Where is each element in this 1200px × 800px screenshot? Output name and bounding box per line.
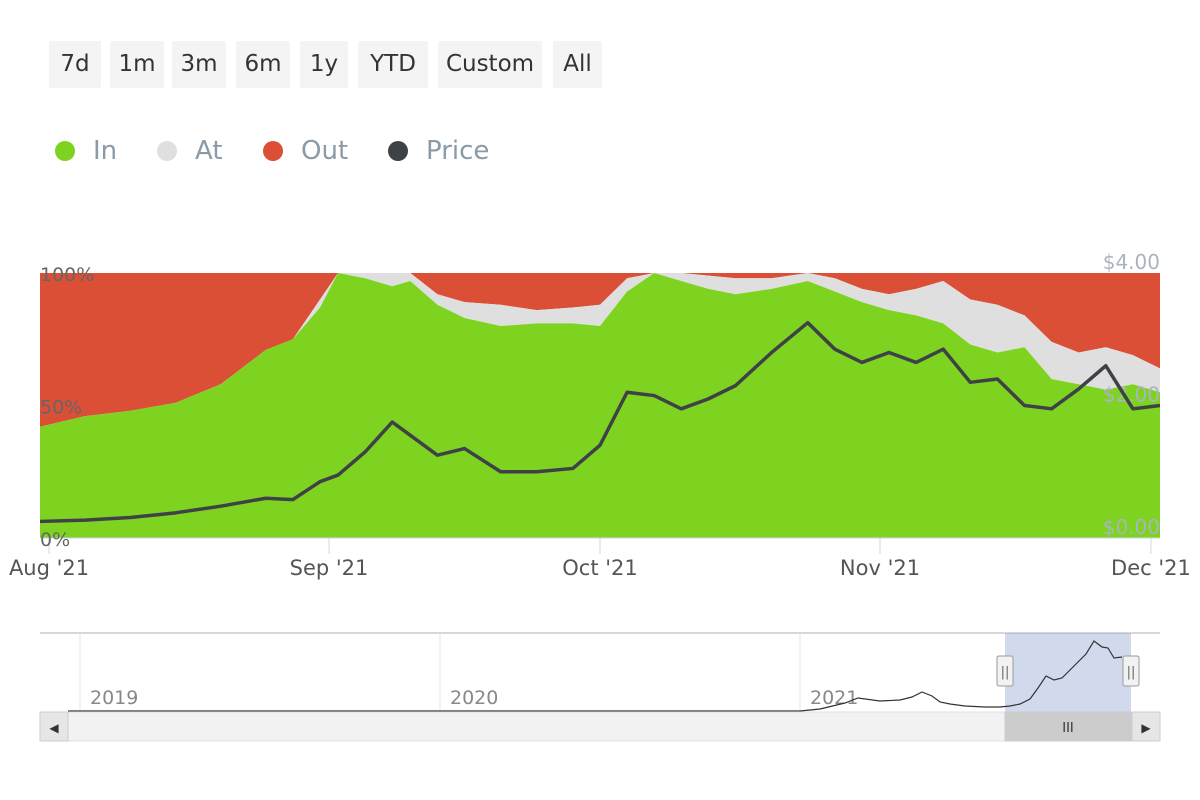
legend-swatch — [388, 141, 408, 161]
legend-label: In — [93, 136, 118, 166]
y-axis-left: 0% 50% 100% — [40, 264, 94, 551]
x-tick-label: Dec '21 — [1111, 556, 1191, 580]
y-left-tick-label: 100% — [40, 264, 94, 286]
x-axis: Aug '21 Sep '21 Oct '21 Nov '21 Dec '21 — [9, 538, 1191, 580]
arrow-right-icon: ▶ — [1141, 721, 1151, 735]
scrollbar-grip: III — [1062, 721, 1074, 736]
navigator-year-label: 2019 — [90, 687, 138, 709]
y-left-tick-label: 0% — [40, 529, 70, 551]
legend-item-out[interactable]: Out — [263, 130, 348, 172]
legend-label: Out — [301, 136, 349, 166]
legend-swatch — [55, 141, 75, 161]
scrollbar-thumb[interactable]: III — [1004, 711, 1132, 742]
x-tick-label: Sep '21 — [290, 556, 369, 580]
range-button-all[interactable]: All — [553, 41, 602, 88]
navigator-handle-grip: || — [1001, 665, 1010, 680]
legend-swatch — [263, 141, 283, 161]
legend-item-at[interactable]: At — [157, 130, 223, 172]
navigator-handle-left[interactable]: || — [996, 655, 1014, 687]
range-button-7d[interactable]: 7d — [49, 41, 101, 88]
y-right-tick-label: $4.00 — [1103, 250, 1160, 274]
price-line — [39, 320, 1161, 524]
range-button-1y[interactable]: 1y — [300, 41, 348, 88]
price-line-group — [39, 320, 1161, 524]
legend-label: At — [195, 136, 223, 166]
arrow-left-icon: ◀ — [49, 721, 59, 735]
scroll-left-button[interactable]: ◀ — [39, 711, 69, 742]
range-button-custom[interactable]: Custom — [438, 41, 542, 88]
navigator-year-label: 2021 — [810, 687, 858, 709]
range-button-3m[interactable]: 3m — [172, 41, 226, 88]
legend-item-price[interactable]: Price — [388, 130, 489, 172]
y-right-tick-label: $0.00 — [1103, 515, 1160, 539]
y-left-tick-label: 50% — [40, 397, 82, 419]
x-tick-label: Oct '21 — [562, 556, 637, 580]
scroll-right-button[interactable]: ▶ — [1131, 711, 1161, 742]
x-tick-label: Aug '21 — [9, 556, 89, 580]
navigator-handle-right[interactable]: || — [1122, 655, 1140, 687]
y-right-tick-label: $2.00 — [1103, 383, 1160, 407]
navigator-series — [68, 640, 1123, 712]
x-tick-label: Nov '21 — [840, 556, 920, 580]
range-button-ytd[interactable]: YTD — [358, 41, 428, 88]
legend-item-in[interactable]: In — [55, 130, 117, 172]
navigator-handle-grip: || — [1127, 665, 1136, 680]
y-axis-right: $0.00 $2.00 $4.00 — [1103, 250, 1160, 539]
scrollbar-track[interactable] — [39, 711, 1161, 742]
legend-label: Price — [426, 136, 490, 166]
area-in — [40, 273, 1160, 538]
range-button-1m[interactable]: 1m — [110, 41, 164, 88]
legend-swatch — [157, 141, 177, 161]
range-button-6m[interactable]: 6m — [236, 41, 290, 88]
area-out — [40, 273, 1160, 427]
plot-areas — [40, 273, 1160, 538]
navigator-year-label: 2020 — [450, 687, 498, 709]
navigator: 2019 2020 2021 || || ◀ ▶ III — [39, 632, 1161, 742]
